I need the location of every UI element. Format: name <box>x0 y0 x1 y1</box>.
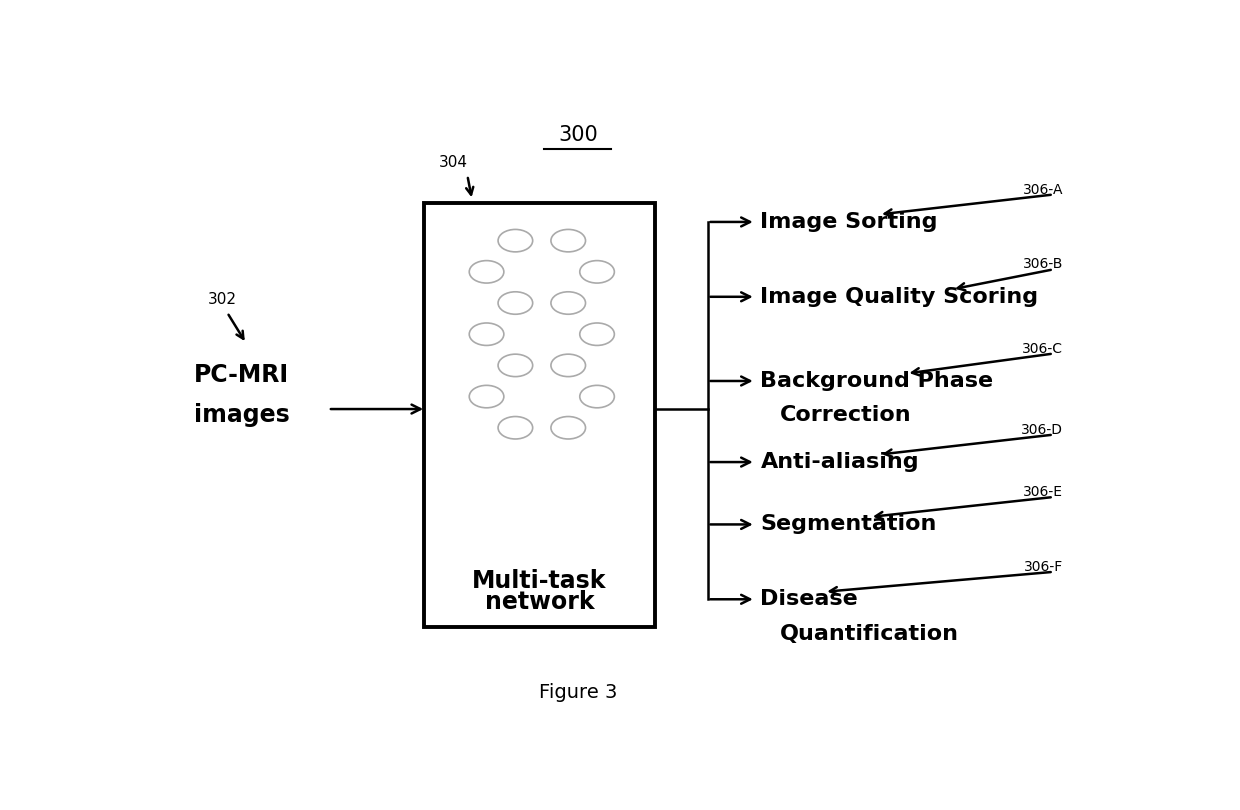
Text: Figure 3: Figure 3 <box>538 684 618 702</box>
Text: PC-MRI: PC-MRI <box>193 363 289 386</box>
Circle shape <box>469 323 503 345</box>
Circle shape <box>498 416 533 439</box>
Circle shape <box>469 261 503 283</box>
Text: Quantification: Quantification <box>780 624 959 644</box>
Text: Correction: Correction <box>780 405 911 425</box>
Text: images: images <box>193 403 289 428</box>
Circle shape <box>551 416 585 439</box>
Text: Disease: Disease <box>760 590 858 609</box>
Circle shape <box>580 386 614 407</box>
Bar <box>424 203 655 628</box>
Text: Segmentation: Segmentation <box>760 514 936 535</box>
Text: 306-D: 306-D <box>1022 423 1063 437</box>
Text: 306-F: 306-F <box>1024 560 1063 573</box>
Circle shape <box>469 386 503 407</box>
Text: 302: 302 <box>208 292 237 308</box>
Circle shape <box>580 261 614 283</box>
Text: 306-E: 306-E <box>1023 485 1063 499</box>
Text: 306-B: 306-B <box>1023 258 1063 271</box>
Circle shape <box>498 292 533 314</box>
Circle shape <box>498 229 533 252</box>
Text: 300: 300 <box>558 126 598 145</box>
Text: network: network <box>485 590 594 615</box>
Text: Image Sorting: Image Sorting <box>760 212 937 232</box>
Circle shape <box>551 354 585 377</box>
Circle shape <box>498 354 533 377</box>
Circle shape <box>551 292 585 314</box>
Circle shape <box>551 229 585 252</box>
Circle shape <box>580 323 614 345</box>
Text: Multi-task: Multi-task <box>472 569 606 593</box>
Text: 304: 304 <box>439 156 467 170</box>
Text: Background Phase: Background Phase <box>760 371 993 391</box>
Text: Anti-aliasing: Anti-aliasing <box>760 452 919 472</box>
Text: Image Quality Scoring: Image Quality Scoring <box>760 287 1039 307</box>
Text: 306-A: 306-A <box>1023 182 1063 197</box>
Text: 306-C: 306-C <box>1022 342 1063 356</box>
